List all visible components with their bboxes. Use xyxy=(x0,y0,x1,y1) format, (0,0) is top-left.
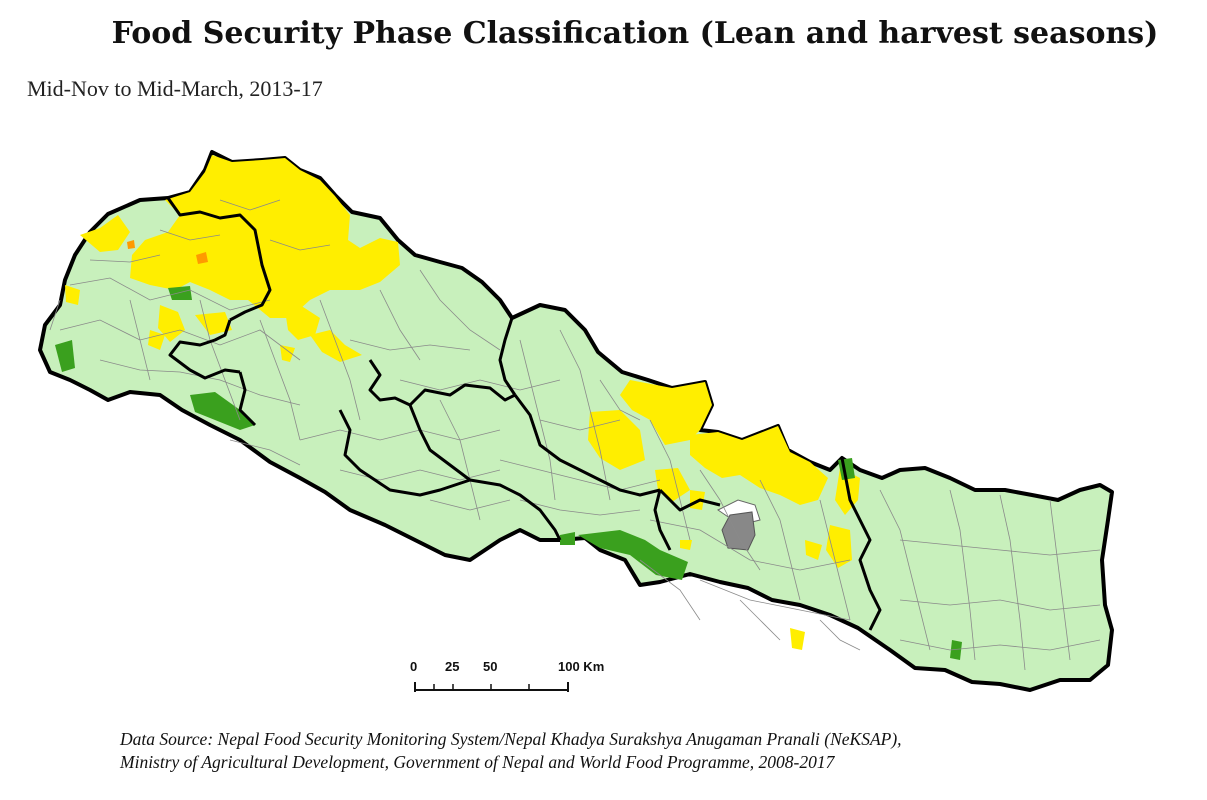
region-boundaries xyxy=(166,197,882,631)
stressed-areas xyxy=(65,155,860,650)
scale-tick-100: 100 Km xyxy=(558,659,604,674)
scale-bar: 0 25 50 100 Km xyxy=(410,659,604,692)
scale-tick-25: 25 xyxy=(445,659,459,674)
data-source-note: Data Source: Nepal Food Security Monitor… xyxy=(120,728,1120,774)
nepal-food-security-map: 0 25 50 100 Km xyxy=(38,150,1114,692)
protected-areas xyxy=(55,286,962,660)
scale-tick-0: 0 xyxy=(410,659,417,674)
no-data-areas xyxy=(717,499,761,551)
data-source-line-2: Ministry of Agricultural Development, Go… xyxy=(120,752,835,772)
data-source-line-1: Data Source: Nepal Food Security Monitor… xyxy=(120,729,902,749)
map-title: Food Security Phase Classification (Lean… xyxy=(111,16,1159,51)
scale-tick-50: 50 xyxy=(483,659,497,674)
map-subtitle: Mid-Nov to Mid-March, 2013-17 xyxy=(27,76,323,101)
district-boundaries xyxy=(49,199,1101,671)
crisis-areas xyxy=(127,240,208,264)
